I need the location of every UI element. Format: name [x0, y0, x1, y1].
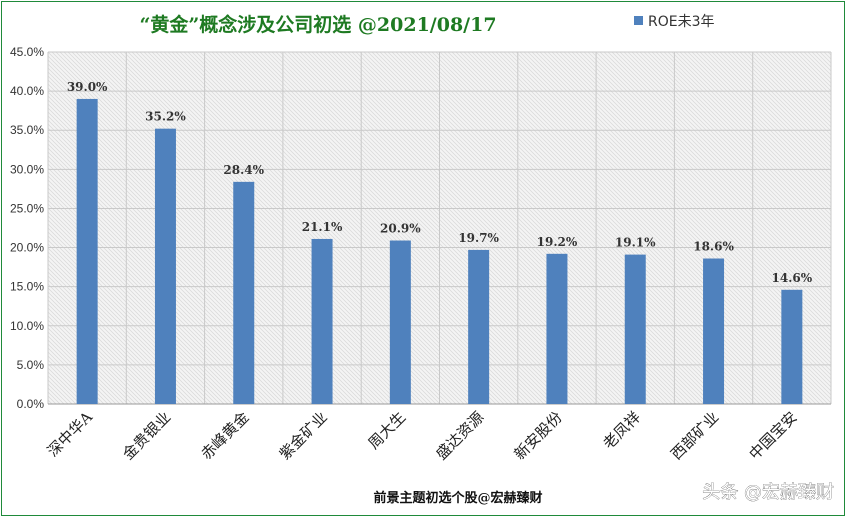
- y-tick-label: 40.0%: [10, 84, 44, 98]
- gridlines: [47, 51, 832, 405]
- data-label: 28.4%: [223, 163, 264, 177]
- data-label: 14.6%: [772, 271, 813, 285]
- data-label: 20.9%: [380, 222, 421, 236]
- bar: [389, 240, 411, 404]
- x-tick-label: 西部矿业: [667, 408, 722, 463]
- bar: [233, 181, 255, 404]
- y-tick-label: 10.0%: [10, 319, 44, 333]
- bar: [781, 289, 803, 404]
- y-tick-label: 35.0%: [10, 123, 44, 137]
- x-tick-label: 金贵银业: [119, 408, 174, 463]
- bar: [546, 253, 568, 404]
- y-tick-label: 20.0%: [10, 241, 44, 255]
- bar: [703, 258, 725, 404]
- data-labels: 39.0% 35.2% 28.4% 21.1% 20.9% 19.7% 19.2% 19.1%…: [67, 80, 813, 285]
- chart-title: “黄金”概念涉及公司初选 @2021/08/17: [139, 13, 496, 36]
- bar: [468, 249, 490, 404]
- bars: [76, 98, 803, 404]
- y-tick-label: 5.0%: [17, 358, 45, 372]
- y-axis-ticks: 0.0% 5.0% 10.0% 15.0% 20.0% 25.0% 30.0% 35.0% 40…: [10, 45, 44, 411]
- y-tick-label: 15.0%: [10, 280, 44, 294]
- data-label: 21.1%: [302, 220, 343, 234]
- data-label: 19.7%: [458, 231, 499, 245]
- x-tick-label: 赤峰黄金: [197, 408, 252, 463]
- y-tick-label: 30.0%: [10, 162, 44, 176]
- y-tick-label: 45.0%: [10, 45, 44, 59]
- bar: [311, 238, 333, 404]
- x-tick-label: 盛达资源: [432, 408, 487, 463]
- x-axis-ticks: 深中华A 金贵银业 赤峰黄金 紫金矿业 周大生 盛达资源 新安股份 老凤祥 西部矿业 中国宝安: [44, 408, 801, 463]
- x-tick-label: 周大生: [365, 408, 410, 453]
- data-label: 35.2%: [145, 110, 186, 124]
- data-label: 19.1%: [615, 236, 656, 250]
- footer-caption: 前景主题初选个股@宏赫臻财: [373, 490, 542, 506]
- data-label: 18.6%: [693, 240, 734, 254]
- bar: [154, 128, 176, 404]
- x-tick-label: 紫金矿业: [276, 408, 331, 463]
- x-tick-label: 新安股份: [511, 408, 566, 463]
- data-label: 39.0%: [67, 80, 108, 94]
- legend-swatch: [634, 16, 643, 25]
- x-tick-label: 中国宝安: [746, 408, 801, 463]
- watermark: 头条 @宏赫臻财: [702, 482, 834, 503]
- x-tick-label: 深中华A: [44, 408, 96, 460]
- x-tick-label: 老凤祥: [600, 408, 645, 453]
- data-label: 19.2%: [537, 235, 578, 249]
- bar: [76, 98, 98, 404]
- y-tick-label: 0.0%: [17, 397, 45, 411]
- bar: [624, 254, 646, 404]
- legend-label: ROE未3年: [648, 14, 715, 30]
- y-tick-label: 25.0%: [10, 201, 44, 215]
- legend: ROE未3年: [634, 14, 715, 30]
